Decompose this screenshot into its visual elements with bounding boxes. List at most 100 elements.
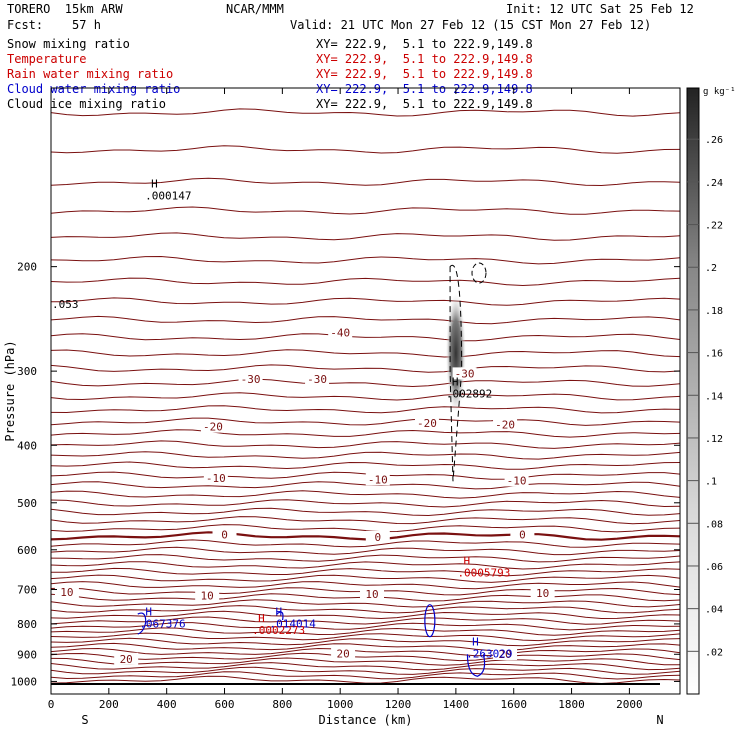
colorbar-tick-label: .08 (705, 519, 723, 530)
isotherm-line (50, 108, 681, 117)
x-tick-label: 1000 (327, 698, 354, 711)
max-value-label: .0002273 (252, 624, 305, 637)
isotherm-line (50, 642, 681, 652)
max-value-label: .067376 (139, 618, 185, 631)
isotherm-line (50, 378, 681, 388)
x-tick-label: 1400 (443, 698, 470, 711)
max-marker: H (151, 178, 158, 191)
isotherm-label: 0 (374, 531, 381, 544)
isotherm-label-bg (200, 420, 225, 433)
x-axis-title: Distance (km) (319, 713, 413, 727)
isotherm-label-bg (238, 373, 263, 386)
max-marker: H (275, 606, 282, 619)
isotherm-line (50, 610, 681, 620)
isotherm-label-bg (195, 589, 220, 602)
colorbar-tick-label: .24 (705, 178, 723, 189)
y-tick-label: 600 (17, 544, 37, 557)
ice-contour (471, 262, 487, 284)
isotherm-label: -30 (307, 373, 327, 386)
isotherm-line (50, 524, 681, 533)
forecast-hour: Fcst: 57 h (7, 18, 101, 32)
isotherm-label-bg (504, 474, 529, 487)
isotherm-label-bg (212, 528, 237, 541)
isotherm-line (50, 637, 681, 647)
cloud-water-contour (424, 604, 436, 638)
colorbar-tick-label: .2 (705, 263, 717, 274)
y-tick-label: 200 (17, 261, 37, 274)
isotherm-line (50, 554, 681, 563)
colorbar-tick-label: .06 (705, 562, 723, 573)
colorbar: .02 .04 .06 .08 .1 .12 .14 .16 .18 .2 .22 .24 .26 g k… (686, 87, 736, 695)
isotherm-line (50, 574, 681, 583)
field-name-temperature: Temperature (7, 52, 87, 66)
isotherm-label-bg (365, 473, 390, 486)
isotherm-line (50, 429, 681, 438)
max-marker: H (472, 636, 479, 649)
isotherm-line (50, 622, 681, 631)
field-xy-temperature: XY= 222.9, 5.1 to 222.9,149.8 (316, 52, 533, 66)
y-axis-title: Pressure (hPa) (3, 340, 17, 441)
isotherm-line (51, 567, 681, 577)
max-marker: H (258, 612, 265, 625)
y-tick-label: 700 (17, 584, 37, 597)
isotherm-label: 20 (336, 647, 349, 660)
isotherm-line (50, 671, 681, 680)
isotherm-line (50, 652, 681, 662)
isotherm-label-bg (365, 530, 390, 543)
x-tick-label: 1200 (385, 698, 412, 711)
isotherm-line (50, 440, 681, 449)
colorbar-tick-label: .18 (705, 306, 723, 317)
field-name-cloud-water: Cloud water mixing ratio (7, 82, 181, 96)
max-value-label: .0005793 (457, 566, 510, 579)
x-tick-label: 400 (157, 698, 177, 711)
isotherm-label: 10 (60, 586, 73, 599)
isotherm-line (50, 499, 681, 508)
isotherm-line (50, 392, 681, 401)
isotherm-line (50, 232, 681, 241)
isotherm-label-bg (493, 647, 518, 660)
colorbar-tick-label: .04 (705, 605, 723, 616)
isotherm-label-bg (305, 373, 330, 386)
colorbar-tick-label: .26 (705, 135, 723, 146)
x-tick-label: 2000 (616, 698, 643, 711)
isotherm-line (50, 297, 681, 306)
isotherm-line (50, 561, 681, 570)
isotherm-label: 10 (201, 589, 214, 602)
isotherm-line (50, 616, 681, 625)
isotherm-line (50, 349, 681, 358)
isotherm-line (50, 277, 681, 287)
isotherm-label-bg (452, 367, 477, 380)
max-marker: H (463, 554, 470, 567)
isotherm-line (50, 599, 681, 608)
isotherm-label-bg (493, 418, 518, 431)
center-title: NCAR/MMM (226, 2, 284, 16)
isotherm-label: -10 (507, 474, 527, 487)
y-tick-label: 300 (17, 365, 37, 378)
colorbar-tick-label: .22 (705, 221, 723, 232)
max-value-label: .002892 (446, 388, 492, 401)
isotherm-label-bg (414, 417, 439, 430)
field-xy-rain: XY= 222.9, 5.1 to 222.9,149.8 (316, 67, 533, 81)
y-tick-label: 900 (17, 648, 37, 661)
south-label: S (81, 713, 88, 727)
colorbar-unit: g kg⁻¹ (703, 87, 736, 97)
field-name-cloud-ice: Cloud ice mixing ratio (7, 97, 166, 111)
colorbar-tick-label: .02 (705, 647, 723, 658)
north-label: N (656, 713, 663, 727)
model-title: TORERO 15km ARW (7, 2, 123, 16)
x-tick-label: 200 (99, 698, 119, 711)
max-marker: H (452, 376, 459, 389)
isotherm-line (50, 206, 681, 215)
y-tick-label: 800 (17, 618, 37, 631)
isotherm-label: 0 (221, 529, 228, 542)
colorbar-scale (686, 87, 700, 695)
field-name-snow: Snow mixing ratio (7, 37, 130, 51)
x-tick-label: 0 (48, 698, 55, 711)
field-name-rain: Rain water mixing ratio (7, 67, 174, 81)
y-tick-label: 400 (17, 439, 37, 452)
isotherm-label: -20 (203, 421, 223, 434)
max-value-label: .014014 (269, 618, 316, 631)
colorbar-tick-label: .16 (705, 349, 723, 360)
isotherm-label-bg (54, 585, 79, 598)
